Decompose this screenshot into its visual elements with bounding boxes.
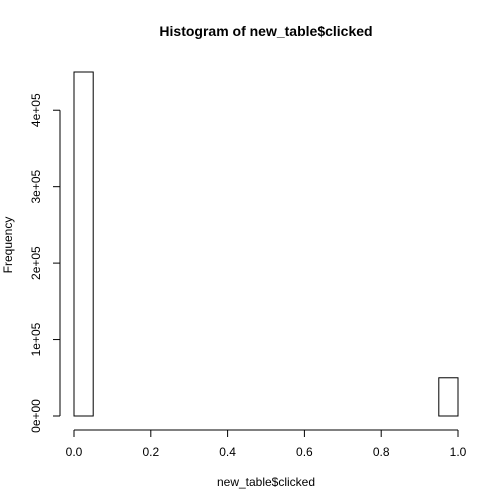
- x-tick-label: 1.0: [450, 445, 467, 459]
- y-tick-label: 2e+05: [29, 246, 43, 280]
- y-tick-label: 1e+05: [29, 322, 43, 356]
- x-tick-label: 0.4: [219, 445, 236, 459]
- histogram-bars: [73, 71, 459, 417]
- chart-title: Histogram of new_table$clicked: [159, 23, 372, 39]
- y-axis: 0e+00 1e+05 2e+05 3e+05 4e+05: [29, 93, 61, 433]
- y-tick-label: 0e+00: [29, 399, 43, 433]
- histogram-bar: [73, 71, 94, 417]
- x-tick-label: 0.8: [373, 445, 390, 459]
- y-tick-label: 3e+05: [29, 169, 43, 203]
- x-tick-label: 0.6: [296, 445, 313, 459]
- x-tick-label: 0.0: [66, 445, 83, 459]
- x-axis-label: new_table$clicked: [217, 475, 315, 489]
- x-axis: 0.0 0.2 0.4 0.6 0.8 1.0: [66, 429, 467, 459]
- y-axis-label: Frequency: [1, 217, 15, 274]
- histogram-bar: [438, 377, 459, 417]
- x-tick-label: 0.2: [142, 445, 159, 459]
- y-tick-label: 4e+05: [29, 93, 43, 127]
